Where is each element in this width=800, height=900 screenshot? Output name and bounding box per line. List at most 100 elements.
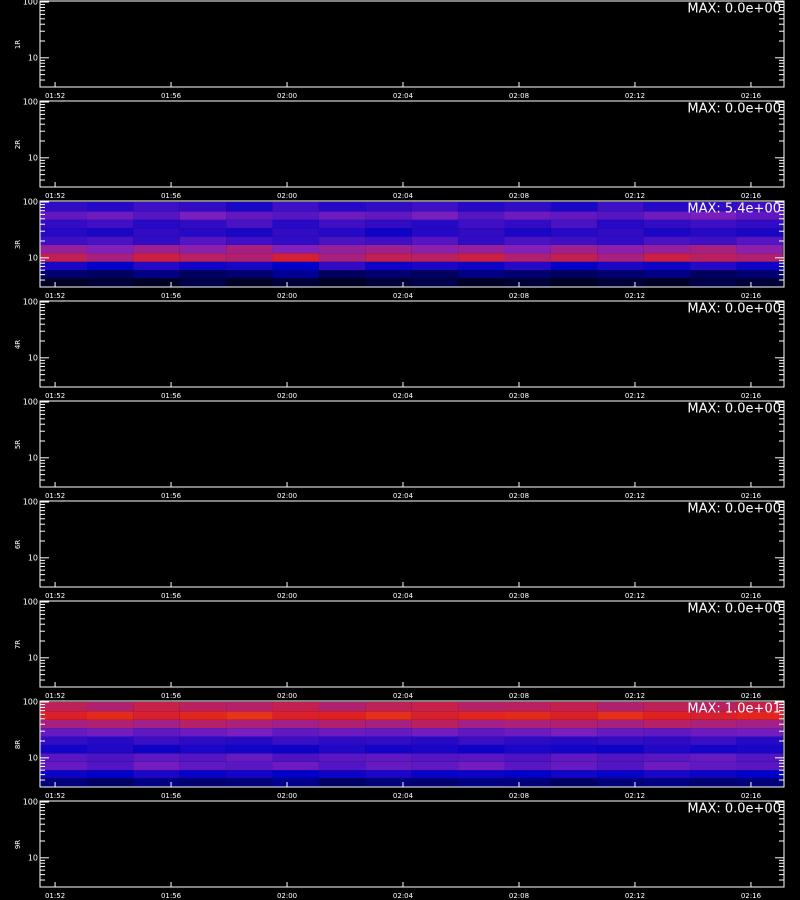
heatmap-cell xyxy=(86,261,134,271)
heatmap-cell xyxy=(226,728,273,737)
heatmap-cell xyxy=(318,219,366,229)
heatmap-cell xyxy=(318,711,366,720)
heatmap-cell xyxy=(690,728,737,737)
heatmap-cell xyxy=(133,702,180,712)
x-tick-label: 01:56 xyxy=(161,792,182,800)
heatmap-cell xyxy=(643,728,691,737)
heatmap-cell xyxy=(690,202,737,212)
heatmap-cell xyxy=(690,228,737,237)
y-tick-label: 10 xyxy=(28,753,38,762)
heatmap-cell xyxy=(458,719,505,729)
heatmap-cell xyxy=(643,270,691,279)
y-axis-label: 2R xyxy=(14,140,22,149)
heatmap-cell xyxy=(550,202,598,212)
heatmap-cell xyxy=(226,719,273,729)
heatmap-cell xyxy=(318,702,366,712)
x-tick-label: 02:16 xyxy=(741,292,762,300)
heatmap-cell xyxy=(643,736,691,745)
heatmap-cell xyxy=(550,261,598,271)
heatmap-cell xyxy=(643,244,691,254)
heatmap-cell xyxy=(40,711,87,720)
heatmap-cell xyxy=(179,711,227,720)
heatmap-cell xyxy=(690,278,737,287)
panel-frame xyxy=(39,800,785,888)
heatmap-cell xyxy=(597,719,644,729)
x-tick-label: 02:04 xyxy=(393,492,414,500)
heatmap-cell xyxy=(597,261,644,271)
heatmap-cell xyxy=(133,219,180,229)
heatmap-cell xyxy=(86,253,134,262)
panel-frame xyxy=(39,600,785,688)
heatmap-cell xyxy=(226,219,273,229)
heatmap-cell xyxy=(272,219,319,229)
x-tick-label: 01:52 xyxy=(45,192,65,200)
heatmap-cell xyxy=(411,778,459,787)
heatmap-cell xyxy=(365,744,412,754)
y-axis-label: 3R xyxy=(14,240,22,249)
heatmap-cell xyxy=(597,736,644,745)
heatmap-cell xyxy=(643,711,691,720)
y-tick-label: 10 xyxy=(28,553,38,562)
x-tick-label: 02:12 xyxy=(625,792,645,800)
heatmap-cell xyxy=(40,778,87,787)
x-tick-label: 02:12 xyxy=(625,892,645,900)
heatmap-cell xyxy=(504,744,551,754)
heatmap-cell xyxy=(597,702,644,712)
panel: 10 100 01:52 01:56 02:00 02:04 02:08 02:12 02:16… xyxy=(14,598,785,700)
x-tick-label: 02:04 xyxy=(393,792,414,800)
heatmap-cell xyxy=(318,202,366,212)
heatmap-cell xyxy=(550,711,598,720)
heatmap-cell xyxy=(40,270,87,279)
heatmap-cell xyxy=(86,211,134,220)
heatmap-cell xyxy=(643,702,691,712)
heatmap-cell xyxy=(458,770,505,779)
heatmap-cell xyxy=(272,761,319,771)
heatmap-cell xyxy=(318,719,366,729)
heatmap-cell xyxy=(365,244,412,254)
heatmap-cell xyxy=(458,211,505,220)
heatmap-cell xyxy=(597,728,644,737)
heatmap-cell xyxy=(643,211,691,220)
heatmap-cell xyxy=(411,744,459,754)
y-tick-label: 100 xyxy=(23,98,38,107)
heatmap-cell xyxy=(179,278,227,287)
heatmap-cell xyxy=(40,236,87,245)
heatmap-cell xyxy=(690,711,737,720)
heatmap-cell xyxy=(550,244,598,254)
heatmap-cell xyxy=(365,236,412,245)
x-tick-label: 01:52 xyxy=(45,892,65,900)
heatmap-cell xyxy=(550,278,598,287)
heatmap-cell xyxy=(458,778,505,787)
x-tick-label: 02:04 xyxy=(393,92,414,100)
heatmap-cell xyxy=(736,761,783,771)
heatmap-cell xyxy=(504,253,551,262)
heatmap-cell xyxy=(365,211,412,220)
heatmap-cell xyxy=(318,270,366,279)
x-tick-label: 02:08 xyxy=(509,92,529,100)
x-tick-label: 02:16 xyxy=(741,892,762,900)
heatmap-cell xyxy=(643,261,691,271)
heatmap-cell xyxy=(365,219,412,229)
y-tick-label: 10 xyxy=(28,453,38,462)
heatmap-cell xyxy=(86,711,134,720)
heatmap-cell xyxy=(458,736,505,745)
heatmap-cell xyxy=(133,278,180,287)
heatmap-cell xyxy=(504,761,551,771)
heatmap-cell xyxy=(504,753,551,762)
heatmap-cell xyxy=(504,702,551,712)
heatmap-cell xyxy=(643,202,691,212)
x-tick-label: 01:52 xyxy=(45,92,65,100)
heatmap-cell xyxy=(133,744,180,754)
heatmap-cell xyxy=(133,761,180,771)
x-tick-label: 01:52 xyxy=(45,492,65,500)
y-tick-label: 100 xyxy=(23,298,38,307)
x-tick-label: 01:56 xyxy=(161,92,182,100)
x-tick-label: 02:12 xyxy=(625,592,645,600)
heatmap-cell xyxy=(736,744,783,754)
heatmap-cell xyxy=(133,270,180,279)
y-tick-label: 100 xyxy=(23,498,38,507)
heatmap-cell xyxy=(179,244,227,254)
heatmap-cell xyxy=(318,228,366,237)
x-tick-label: 02:00 xyxy=(277,692,297,700)
